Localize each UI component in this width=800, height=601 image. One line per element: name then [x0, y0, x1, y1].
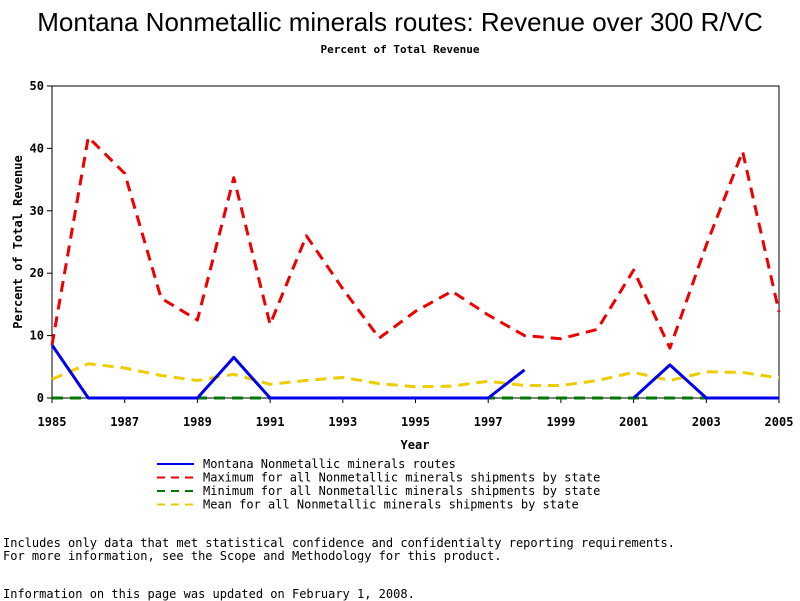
y-tick-label: 40: [30, 141, 44, 155]
y-tick-label: 50: [30, 79, 44, 93]
footnote-updated: Information on this page was updated on …: [3, 587, 415, 601]
series-line-1: [50, 344, 526, 400]
legend-label: Minimum for all Nonmetallic minerals shi…: [203, 484, 600, 498]
legend-label: Montana Nonmetallic minerals routes: [203, 457, 456, 471]
series-line-2: [50, 135, 781, 350]
legend-label: Mean for all Nonmetallic minerals shipme…: [203, 498, 579, 512]
x-tick-label: 1997: [474, 415, 503, 429]
x-tick-label: 2001: [619, 415, 648, 429]
y-tick-label: 30: [30, 204, 44, 218]
plot-frame: [51, 85, 780, 399]
x-tick-label: 2003: [692, 415, 721, 429]
y-tick-label: 20: [30, 266, 44, 280]
x-tick-label: 1989: [183, 415, 212, 429]
chart-subtitle: Percent of Total Revenue: [321, 43, 480, 56]
x-tick-label: 1999: [546, 415, 575, 429]
y-tick-label: 10: [30, 329, 44, 343]
x-axis: 1985 1987 1989 1991 1993 1995 1997 1999 2001 2003…: [38, 398, 794, 429]
x-tick-label: 2005: [765, 415, 794, 429]
y-tick-label: 0: [37, 391, 44, 405]
x-tick-label: 1987: [110, 415, 139, 429]
x-axis-label: Year: [401, 438, 430, 452]
legend: Montana Nonmetallic minerals routesMaxim…: [157, 457, 600, 512]
legend-label: Maximum for all Nonmetallic minerals shi…: [203, 471, 600, 485]
x-tick-label: 1993: [328, 415, 357, 429]
x-tick-label: 1985: [38, 415, 67, 429]
x-tick-label: 1991: [256, 415, 285, 429]
y-axis-label: Percent of Total Revenue: [11, 155, 25, 328]
series-line-4: [51, 362, 780, 389]
chart-title: Montana Nonmetallic minerals routes: Rev…: [37, 7, 762, 37]
x-tick-label: 1995: [401, 415, 430, 429]
footnote-methodology: For more information, see the Scope and …: [3, 549, 502, 563]
series-layer: [50, 135, 781, 400]
series-line-1: [632, 363, 779, 400]
footnote-confidence: Includes only data that met statistical …: [3, 536, 675, 550]
y-axis: 0 10 20 30 40 50: [30, 79, 52, 405]
